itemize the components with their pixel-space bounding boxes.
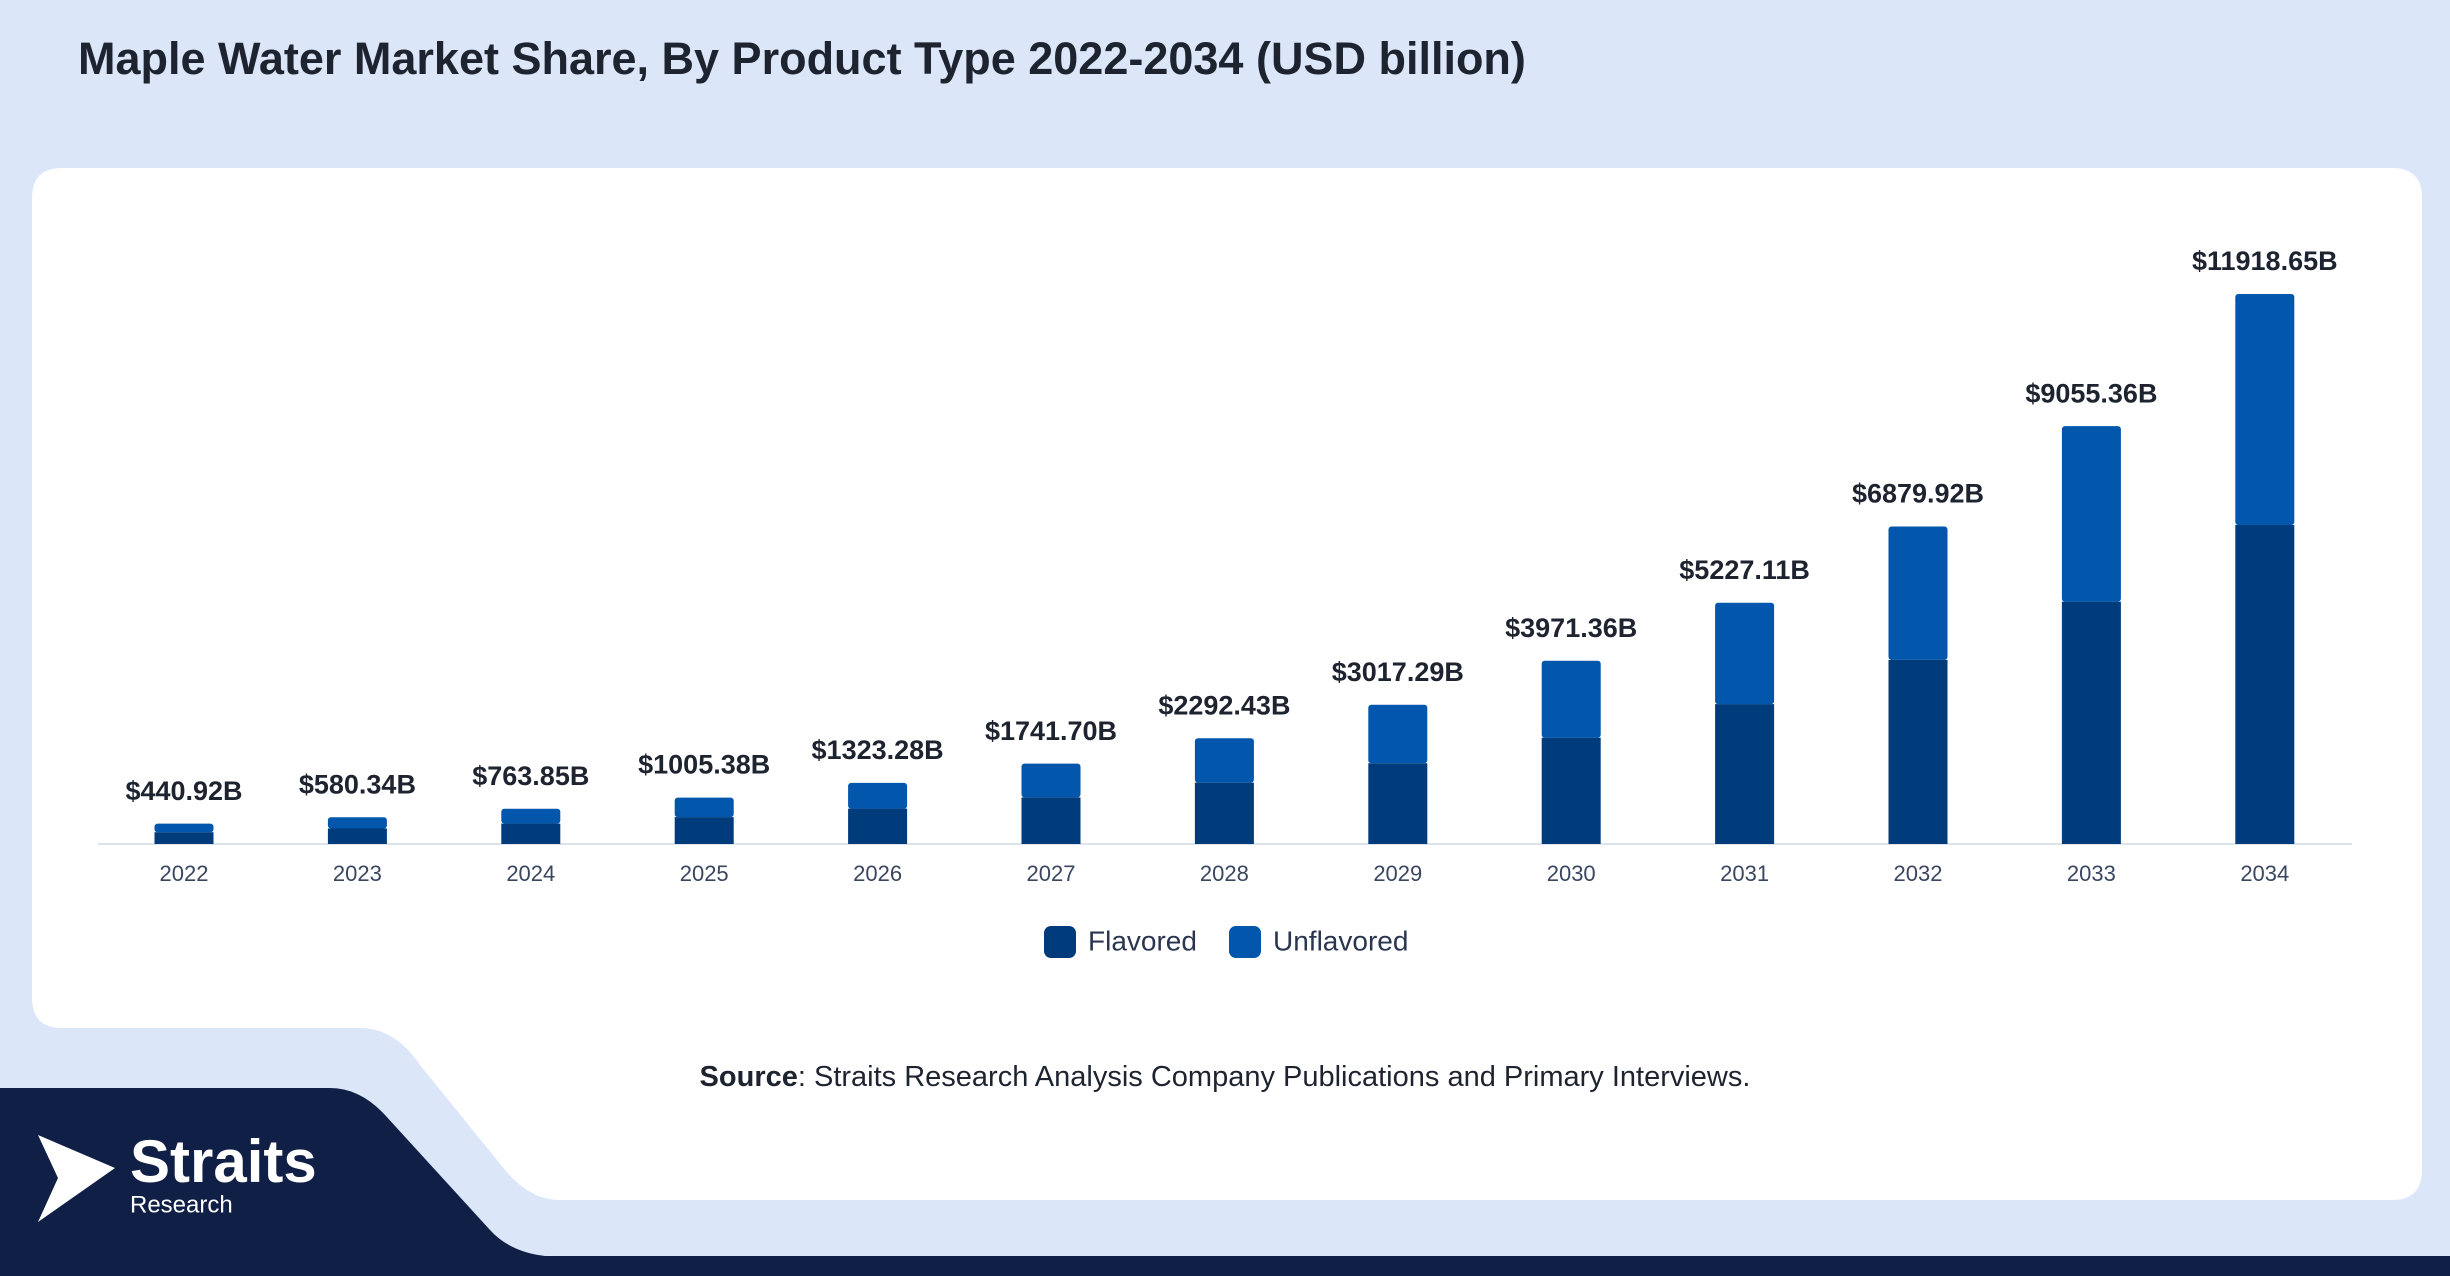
logo-sub: Research — [130, 1191, 233, 1218]
x-tick-label: 2029 — [1373, 861, 1422, 886]
total-label: $440.92B — [125, 776, 242, 806]
source-label: Source — [700, 1061, 798, 1093]
x-tick-label: 2026 — [853, 861, 902, 886]
bar-segment — [1715, 704, 1775, 844]
bar-segment — [1541, 660, 1601, 738]
total-label: $3017.29B — [1332, 657, 1464, 687]
total-label: $1741.70B — [985, 716, 1117, 746]
bar-segment — [154, 823, 214, 833]
card — [32, 168, 2422, 1200]
bar-segment — [1368, 763, 1428, 844]
bar-segment — [501, 823, 561, 844]
bar-segment — [1888, 526, 1948, 660]
bar-segment — [1194, 738, 1254, 783]
legend-swatch — [1044, 926, 1076, 958]
footer-band — [0, 1088, 2450, 1276]
legend-label: Flavored — [1088, 925, 1197, 956]
x-tick-label: 2022 — [160, 861, 209, 886]
bar-segment — [501, 808, 561, 824]
logo-icon — [38, 1135, 115, 1222]
total-label: $5227.11B — [1679, 555, 1810, 585]
bar-segment — [1021, 797, 1081, 844]
x-tick-label: 2032 — [1894, 861, 1943, 886]
bar-segment — [674, 797, 734, 818]
total-label: $11918.65B — [2192, 246, 2338, 276]
chart-title: Maple Water Market Share, By Product Typ… — [78, 33, 1526, 84]
x-tick-label: 2034 — [2240, 861, 2289, 886]
bar-segment — [1021, 763, 1081, 798]
x-tick-label: 2027 — [1027, 861, 1076, 886]
bar-segment — [2235, 294, 2295, 525]
bar-segment — [327, 828, 387, 844]
source-text: : Straits Research Analysis Company Publ… — [798, 1061, 1751, 1093]
total-label: $2292.43B — [1158, 690, 1290, 720]
bar-segment — [2061, 601, 2121, 844]
x-tick-label: 2030 — [1547, 861, 1596, 886]
total-label: $580.34B — [299, 769, 416, 799]
bar-segment — [1541, 737, 1601, 844]
bar-segment — [674, 817, 734, 844]
legend-swatch — [1229, 926, 1261, 958]
x-tick-label: 2024 — [506, 861, 555, 886]
bar-segment — [1194, 782, 1254, 844]
legend-label: Unflavored — [1273, 925, 1408, 956]
bar-segment — [2235, 524, 2295, 844]
logo-name: Straits — [130, 1128, 317, 1195]
x-tick-label: 2033 — [2067, 861, 2116, 886]
total-label: $763.85B — [472, 761, 589, 791]
bar-segment — [154, 832, 214, 844]
total-label: $6879.92B — [1852, 479, 1984, 509]
bar-segment — [1715, 602, 1775, 705]
total-label: $3971.36B — [1505, 613, 1637, 643]
bar-segment — [2061, 426, 2121, 602]
total-label: $1005.38B — [638, 750, 770, 780]
x-tick-label: 2031 — [1720, 861, 1769, 886]
bar-segment — [327, 817, 387, 829]
bar-segment — [1888, 659, 1948, 844]
x-tick-label: 2023 — [333, 861, 382, 886]
source: Source: Straits Research Analysis Compan… — [700, 1061, 1751, 1093]
bar-segment — [848, 808, 908, 844]
total-label: $1323.28B — [812, 735, 944, 765]
bar-segment — [848, 782, 908, 809]
x-tick-label: 2028 — [1200, 861, 1249, 886]
total-label: $9055.36B — [2025, 378, 2157, 408]
bar-segment — [1368, 704, 1428, 764]
x-tick-label: 2025 — [680, 861, 729, 886]
